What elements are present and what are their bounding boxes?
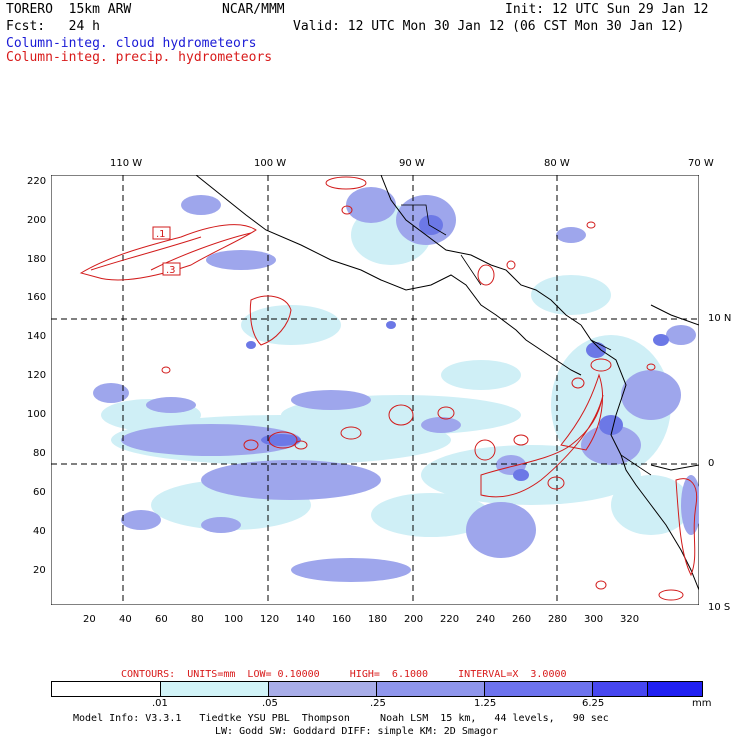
colorbar-swatch-2 <box>268 681 377 697</box>
center-name: NCAR/MMM <box>222 2 285 17</box>
y-tick: 100 <box>27 409 47 420</box>
colorbar-swatch-0 <box>51 681 161 697</box>
y-tick: 120 <box>27 370 47 381</box>
colorbar-label: .01 <box>152 698 168 709</box>
contour-label-1: .1 <box>156 229 166 240</box>
x-tick: 40 <box>119 614 132 625</box>
x-tick: 260 <box>512 614 532 625</box>
lat-label-0: 0 <box>708 458 715 469</box>
contour-label-3: .3 <box>166 265 176 276</box>
contour-label-box-1: .1 <box>152 226 171 240</box>
y-tick: 20 <box>33 565 46 576</box>
colorbar-label: .25 <box>370 698 386 709</box>
colorbar-label: .05 <box>262 698 278 709</box>
y-tick: 60 <box>33 487 46 498</box>
y-tick: 200 <box>27 215 47 226</box>
init-time: Init: 12 UTC Sun 29 Jan 12 <box>505 2 709 17</box>
colorbar-unit: mm <box>692 698 712 709</box>
colorbar-swatch-5 <box>592 681 648 697</box>
lat-label-10n: 10 N <box>708 313 732 324</box>
valid-time: Valid: 12 UTC Mon 30 Jan 12 (06 CST Mon … <box>293 19 685 34</box>
model-info: Model Info: V3.3.1 Tiedtke YSU PBL Thomp… <box>73 713 609 724</box>
x-tick: 120 <box>260 614 280 625</box>
lon-label-90w: 90 W <box>399 158 425 169</box>
lon-label-110w: 110 W <box>110 158 143 169</box>
lon-label-80w: 80 W <box>544 158 570 169</box>
x-tick: 280 <box>548 614 568 625</box>
y-tick: 160 <box>27 292 47 303</box>
x-tick: 240 <box>476 614 496 625</box>
colorbar-swatch-6 <box>647 681 703 697</box>
x-tick: 140 <box>296 614 316 625</box>
x-tick: 180 <box>368 614 388 625</box>
colorbar-label: 6.25 <box>582 698 605 709</box>
x-tick: 100 <box>224 614 244 625</box>
y-tick: 40 <box>33 526 46 537</box>
model-title: TORERO 15km ARW <box>6 2 132 17</box>
x-tick: 320 <box>620 614 640 625</box>
latlon-grid <box>51 175 699 605</box>
contour-label-box-3: .3 <box>162 262 181 276</box>
x-tick: 160 <box>332 614 352 625</box>
x-tick: 80 <box>191 614 204 625</box>
precip-contours <box>79 176 698 601</box>
colorbar-label: 1.25 <box>474 698 497 709</box>
field-cloud-label: Column-integ. cloud hydrometeors <box>6 36 257 51</box>
x-tick: 20 <box>83 614 96 625</box>
lon-label-70w: 70 W <box>688 158 714 169</box>
colorbar-swatch-3 <box>376 681 485 697</box>
physics-info: LW: Godd SW: Goddard DIFF: simple KM: 2D… <box>215 726 498 737</box>
contour-info: CONTOURS: UNITS=mm LOW= 0.10000 HIGH= 6.… <box>121 669 567 680</box>
x-tick: 200 <box>404 614 424 625</box>
lat-label-10s: 10 S <box>708 602 731 613</box>
colorbar-swatch-1 <box>160 681 269 697</box>
x-tick: 300 <box>584 614 604 625</box>
field-precip-label: Column-integ. precip. hydrometeors <box>6 50 273 65</box>
y-tick: 140 <box>27 331 47 342</box>
colorbar-swatch-4 <box>484 681 593 697</box>
x-tick: 60 <box>155 614 168 625</box>
x-tick: 220 <box>440 614 460 625</box>
forecast-hour: Fcst: 24 h <box>6 19 100 34</box>
map-panel: .1 .3 <box>51 175 699 605</box>
y-tick: 220 <box>27 176 47 187</box>
lon-label-100w: 100 W <box>254 158 287 169</box>
y-tick: 80 <box>33 448 46 459</box>
y-tick: 180 <box>27 254 47 265</box>
